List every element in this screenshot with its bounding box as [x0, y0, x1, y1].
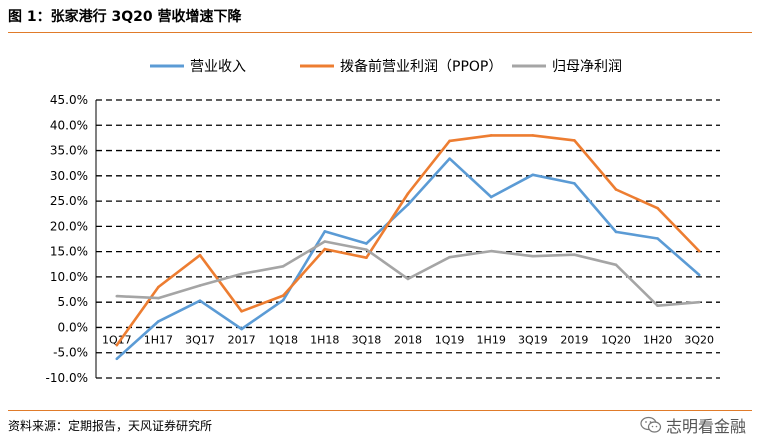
- data-point: [406, 192, 410, 195]
- y-tick-label: 35.0%: [50, 144, 88, 158]
- y-tick-label: 40.0%: [50, 118, 88, 132]
- x-tick-label: 1H17: [144, 333, 173, 346]
- data-point: [573, 139, 576, 142]
- source-rule: [8, 410, 752, 411]
- data-point: [115, 294, 119, 298]
- data-point: [614, 263, 618, 267]
- data-point: [614, 230, 618, 234]
- x-tick-label: 1H19: [477, 333, 506, 346]
- y-tick-label: 45.0%: [50, 93, 88, 107]
- x-tick-label: 3Q17: [185, 333, 215, 346]
- data-point: [157, 320, 160, 323]
- data-point: [406, 277, 410, 281]
- data-point: [697, 249, 701, 253]
- figure-title: 图 1：张家港行 3Q20 营收增速下降: [8, 9, 242, 25]
- x-tick-label: 3Q18: [352, 333, 382, 346]
- series-line-2: [115, 134, 701, 346]
- x-tick-label: 1Q20: [601, 333, 631, 346]
- data-point: [489, 195, 493, 199]
- data-point: [489, 134, 493, 137]
- data-point: [697, 273, 701, 277]
- chart-legend: 营业收入 拨备前营业利润（PPOP） 归母净利润: [150, 58, 622, 75]
- legend-label: 营业收入: [190, 59, 246, 75]
- legend-label: 归母净利润: [552, 58, 622, 75]
- data-point: [281, 298, 285, 302]
- watermark: 志明看金融: [640, 413, 746, 437]
- x-tick-label: 1Q19: [435, 333, 465, 346]
- data-point: [573, 253, 576, 256]
- x-tick-label: 1H18: [310, 333, 339, 346]
- data-point: [115, 357, 119, 361]
- title-rule: [8, 32, 752, 33]
- data-point: [198, 284, 202, 287]
- wechat-icon: [640, 416, 662, 433]
- y-tick-label: 5.0%: [58, 295, 89, 309]
- data-point: [198, 253, 202, 257]
- data-point: [157, 285, 160, 289]
- data-point: [365, 256, 368, 260]
- data-point: [531, 134, 535, 137]
- data-point: [115, 343, 119, 347]
- legend-label: 拨备前营业利润（PPOP）: [340, 58, 502, 75]
- data-point: [531, 254, 535, 258]
- data-point: [323, 240, 327, 243]
- data-point: [365, 248, 368, 251]
- data-point: [656, 237, 659, 240]
- y-tick-label: -5.0%: [53, 346, 88, 360]
- data-point: [573, 182, 576, 185]
- x-tick-label: 1Q18: [268, 333, 298, 346]
- data-point: [531, 173, 535, 177]
- data-point: [281, 264, 285, 268]
- data-point: [365, 242, 368, 245]
- y-tick-label: 0.0%: [58, 320, 89, 334]
- data-point: [240, 309, 243, 313]
- x-tick-label: 2018: [394, 333, 422, 346]
- y-tick-label: 25.0%: [50, 194, 88, 208]
- line-chart: -10.0% -5.0% 0.0% 5.0% 10.0% 15.0% 20.0% 25.0% 3…: [46, 93, 720, 385]
- y-tick-label: 30.0%: [50, 169, 88, 183]
- source-note: 资料来源：定期报告，天风证券研究所: [8, 419, 213, 433]
- y-tick-label: 10.0%: [50, 270, 88, 284]
- data-point: [323, 247, 327, 251]
- x-tick-label: 1H20: [643, 333, 672, 346]
- y-tick-label: 20.0%: [50, 219, 88, 233]
- data-point: [157, 296, 160, 300]
- data-point: [240, 327, 243, 331]
- data-point: [614, 188, 618, 191]
- watermark-text: 志明看金融: [665, 417, 746, 436]
- data-point: [406, 203, 410, 206]
- data-point: [656, 206, 659, 210]
- data-point: [656, 304, 659, 308]
- data-point: [323, 230, 327, 233]
- data-point: [240, 272, 243, 276]
- x-tick-label: 3Q20: [684, 333, 714, 346]
- data-point: [697, 300, 701, 304]
- data-point: [448, 139, 451, 143]
- x-tick-label: 3Q19: [518, 333, 548, 346]
- y-tick-label: 15.0%: [50, 245, 88, 259]
- data-point: [489, 249, 493, 253]
- data-point: [198, 299, 202, 302]
- y-tick-label: -10.0%: [46, 371, 88, 385]
- x-tick-label: 2019: [560, 333, 588, 346]
- data-point: [448, 255, 451, 259]
- data-point: [448, 157, 451, 160]
- x-tick-label: 2017: [228, 333, 256, 346]
- data-point: [281, 294, 285, 297]
